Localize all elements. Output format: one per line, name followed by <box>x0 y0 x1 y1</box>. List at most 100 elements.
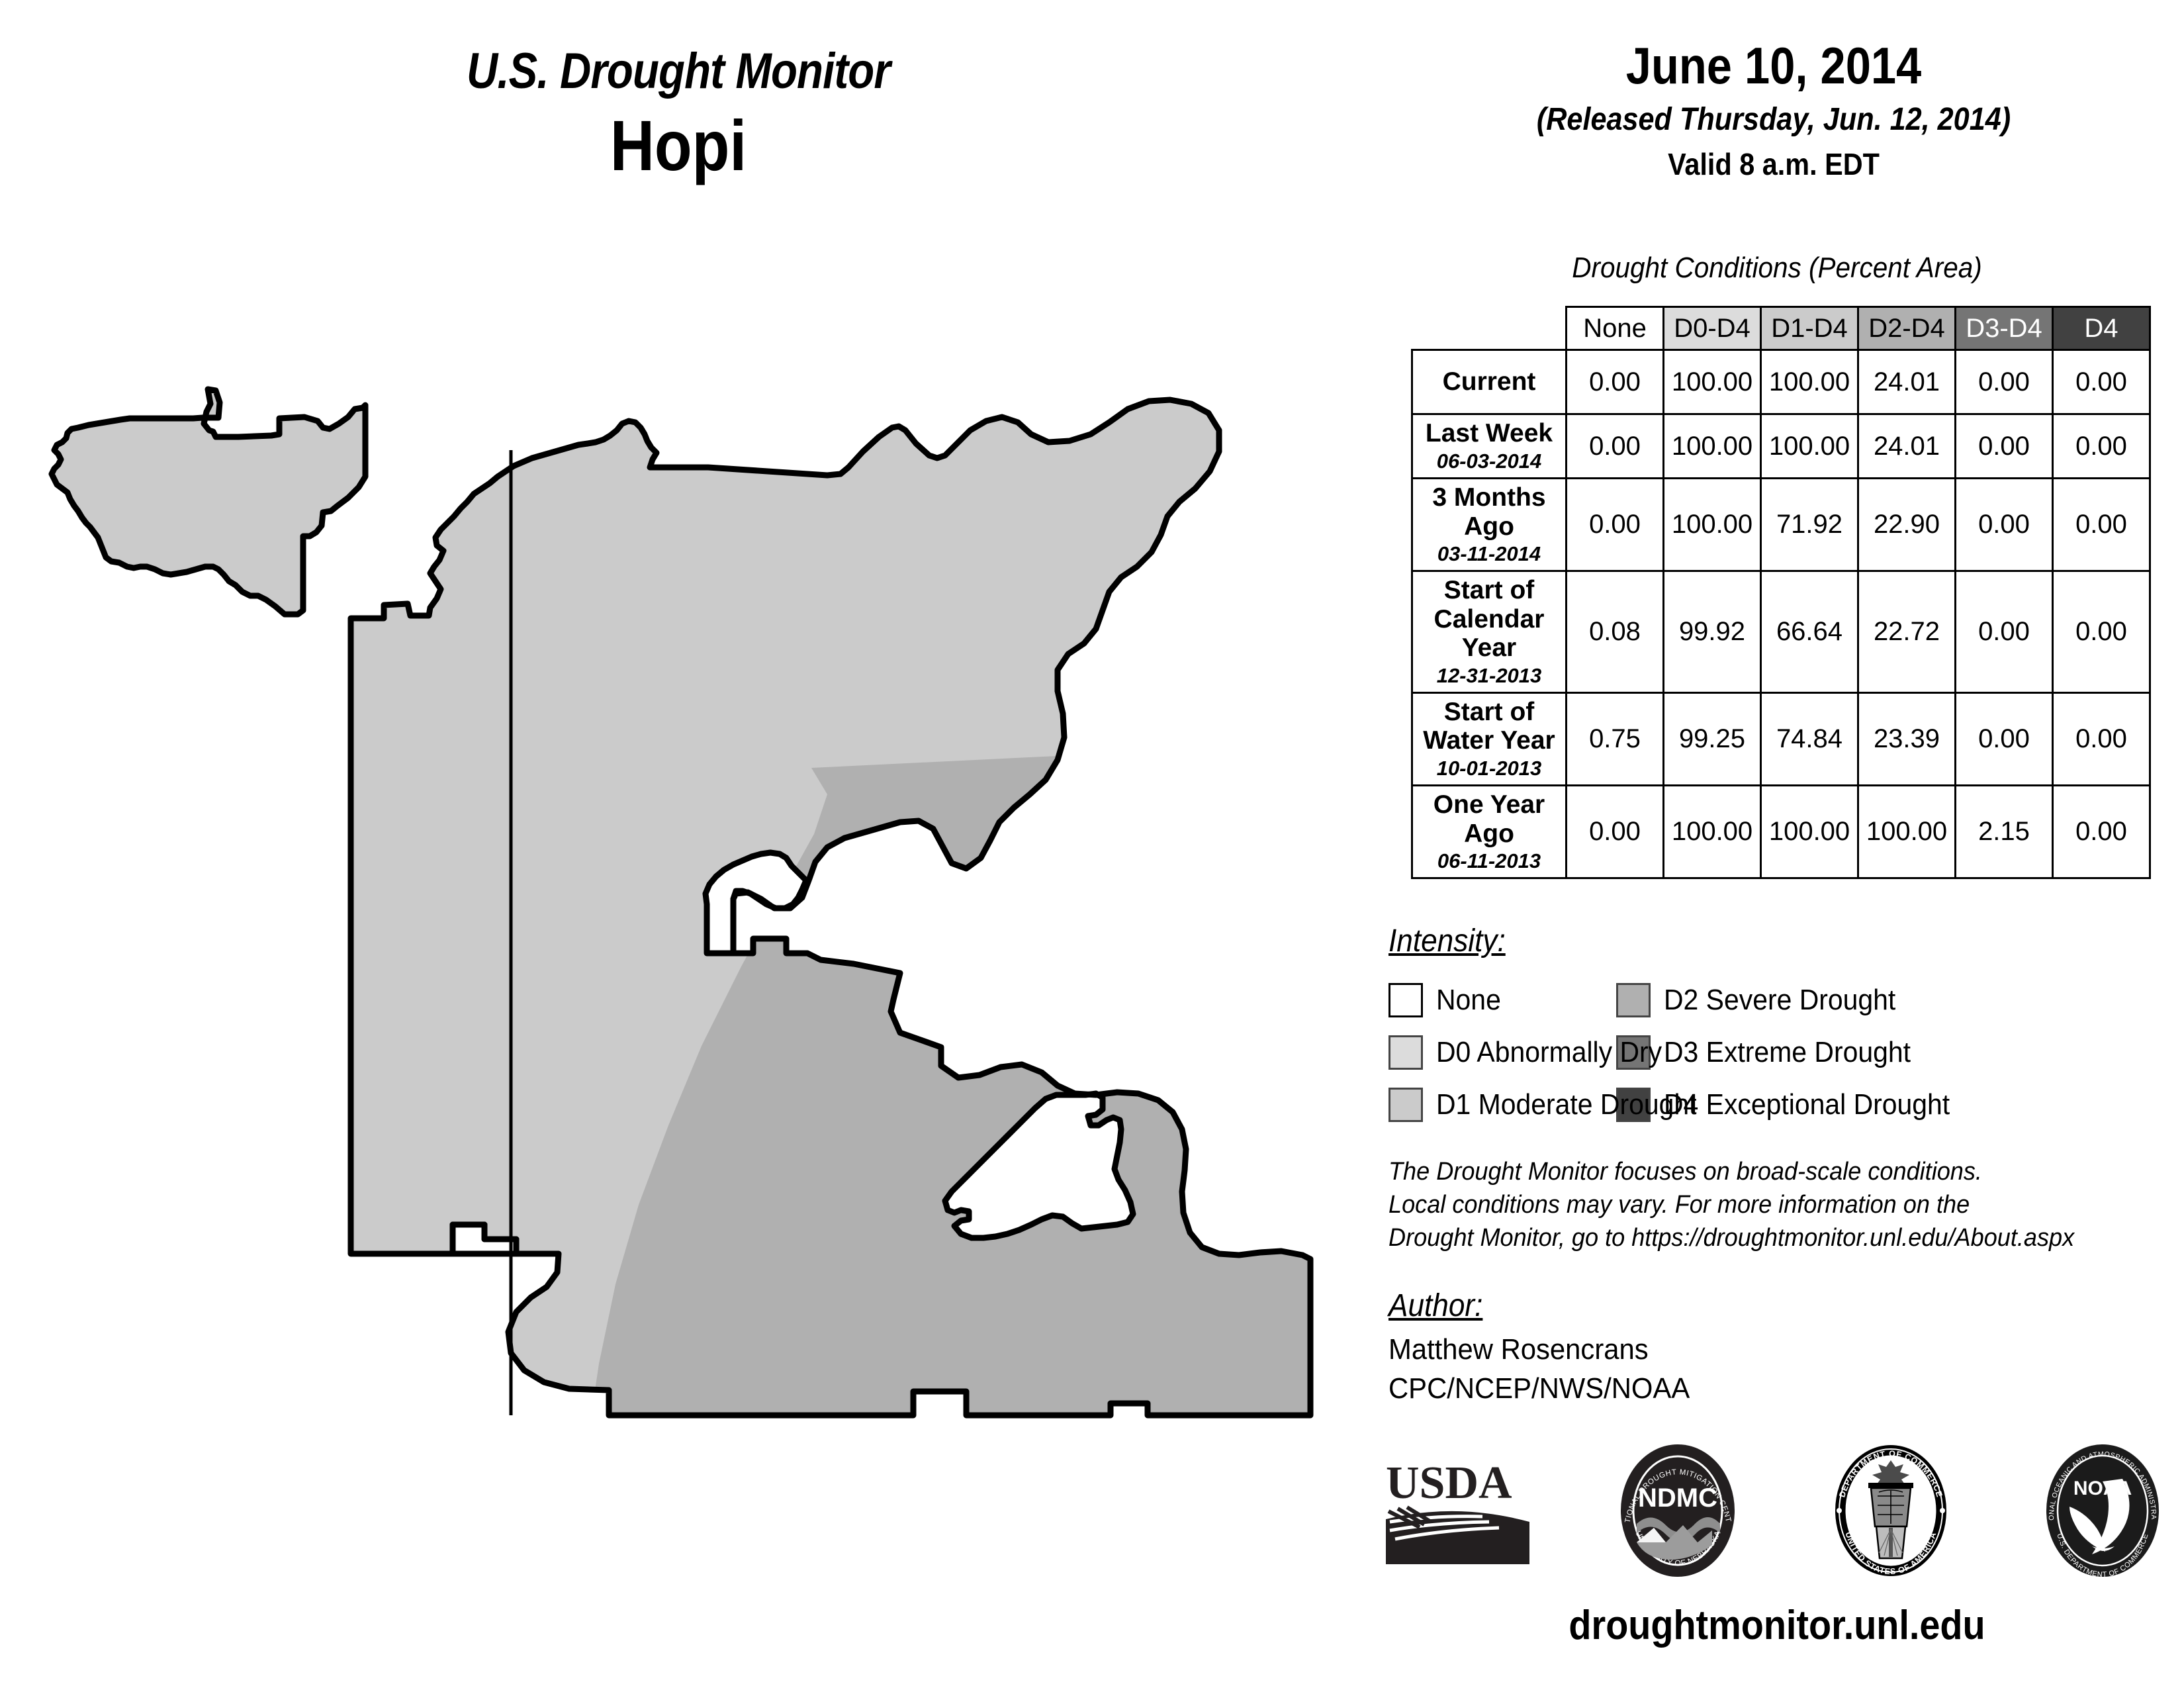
swatch-d4-icon <box>1616 1087 1651 1122</box>
legend-label-d1: D1 Moderate Drought <box>1436 1088 1697 1121</box>
legend-label-d3: D3 Extreme Drought <box>1664 1035 1911 1068</box>
author-details: Matthew Rosencrans CPC/NCEP/NWS/NOAA <box>1388 1331 1690 1409</box>
table-body: Current 0.00 100.00 100.00 24.01 0.00 0.00 Last… <box>1411 349 2151 879</box>
row-label: One Year Ago 06-11-2013 <box>1411 784 1567 879</box>
row-label-date: 12-31-2013 <box>1436 664 1542 688</box>
table-cell-d3-d4: 0.00 <box>1954 349 2054 415</box>
legend-item-d0: D0 Abnormally Dry <box>1388 1026 1662 1078</box>
valid-time: Valid 8 a.m. EDT <box>1668 147 1880 182</box>
map-boundary-outline <box>347 397 1314 1419</box>
table-cell-d2-d4: 24.01 <box>1857 349 1956 415</box>
row-label: 3 Months Ago 03-11-2014 <box>1411 477 1567 573</box>
table-row: Last Week 06-03-2014 0.00 100.00 100.00 24.01… <box>1411 413 2151 479</box>
legend-label-none: None <box>1436 983 1501 1016</box>
legend-item-d1: D1 Moderate Drought <box>1388 1078 1697 1131</box>
swatch-d3-icon <box>1616 1035 1651 1070</box>
column-header-d0-d4: D0-D4 <box>1662 306 1762 351</box>
legend-item-none: None <box>1388 974 1607 1026</box>
table-cell-d0-d4: 99.25 <box>1662 691 1762 786</box>
row-label-date: 10-01-2013 <box>1436 757 1542 780</box>
intensity-legend: Intensity: None D2 Severe Drought D0 Abn… <box>1388 923 2183 1131</box>
noaa-logo: NATIONAL OCEANIC AND ATMOSPHERIC ADMINIS… <box>2032 1437 2171 1582</box>
row-label: Last Week 06-03-2014 <box>1411 413 1567 479</box>
row-label-date: 06-03-2014 <box>1436 449 1542 473</box>
ndmc-logo: NATIONAL DROUGHT MITIGATION CENTER UNIVE… <box>1608 1437 1746 1582</box>
row-label-date: 03-11-2014 <box>1437 542 1541 566</box>
column-header-d3-d4: D3-D4 <box>1954 306 2054 351</box>
author-name: Matthew Rosencrans <box>1388 1333 1649 1366</box>
table-cell-d1-d4: 74.84 <box>1760 691 1859 786</box>
table-cell-none: 0.00 <box>1565 413 1664 479</box>
table-cell-d0-d4: 100.00 <box>1662 477 1762 573</box>
hopi-reservation-map <box>40 371 1357 1496</box>
legend-item-d4: D4 Exceptional Drought <box>1616 1078 2183 1131</box>
table-header-row: None D0-D4 D1-D4 D2-D4 D3-D4 D4 <box>1412 306 2151 351</box>
column-header-d4: D4 <box>2052 306 2151 351</box>
column-header-d1-d4: D1-D4 <box>1760 306 1859 351</box>
author-affiliation: CPC/NCEP/NWS/NOAA <box>1388 1372 1690 1405</box>
table-cell-d0-d4: 100.00 <box>1662 349 1762 415</box>
table-cell-d4: 0.00 <box>2052 413 2151 479</box>
table-cell-none: 0.75 <box>1565 691 1664 786</box>
table-cell-d2-d4: 24.01 <box>1857 413 1956 479</box>
table-cell-d3-d4: 0.00 <box>1954 570 2054 694</box>
table-cell-d2-d4: 23.39 <box>1857 691 1956 786</box>
table-cell-d3-d4: 0.00 <box>1954 691 2054 786</box>
svg-text:USDA: USDA <box>1386 1458 1512 1509</box>
table-cell-d2-d4: 22.72 <box>1857 570 1956 694</box>
table-row: 3 Months Ago 03-11-2014 0.00 100.00 71.92 22.… <box>1411 477 2151 573</box>
released-date: (Released Thursday, Jun. 12, 2014) <box>1536 102 2011 137</box>
area-name-title: Hopi <box>610 105 747 185</box>
table-cell-d4: 0.00 <box>2052 691 2151 786</box>
table-row: One Year Ago 06-11-2013 0.00 100.00 100.00 10… <box>1411 784 2151 879</box>
table-caption: Drought Conditions (Percent Area) <box>1572 252 1982 284</box>
row-label: Start of Calendar Year 12-31-2013 <box>1411 570 1567 694</box>
swatch-d0-icon <box>1388 1035 1423 1070</box>
table-cell-d1-d4: 71.92 <box>1760 477 1859 573</box>
table-cell-none: 0.00 <box>1565 477 1664 573</box>
column-header-d2-d4: D2-D4 <box>1857 306 1956 351</box>
logo-row: USDA NATIONAL DROUGHT MITIGATION CENTER <box>1383 1437 2171 1582</box>
table-cell-none: 0.00 <box>1565 784 1664 879</box>
table-cell-d0-d4: 100.00 <box>1662 784 1762 879</box>
intensity-heading: Intensity: <box>1388 923 1506 959</box>
table-corner-cell <box>1412 307 1567 350</box>
row-label: Current <box>1411 349 1567 415</box>
table-row: Start of Calendar Year 12-31-2013 0.08 99.92… <box>1411 570 2151 694</box>
swatch-d2-icon <box>1616 982 1651 1017</box>
disclaimer-text: The Drought Monitor focuses on broad-sca… <box>1388 1158 2075 1252</box>
svg-text:NDMC: NDMC <box>1638 1483 1717 1513</box>
legend-label-d4: D4 Exceptional Drought <box>1664 1088 1950 1121</box>
table-cell-d4: 0.00 <box>2052 784 2151 879</box>
table-cell-d1-d4: 66.64 <box>1760 570 1859 694</box>
legend-label-d0: D0 Abnormally Dry <box>1436 1035 1662 1068</box>
table-cell-d1-d4: 100.00 <box>1760 784 1859 879</box>
usda-logo: USDA <box>1383 1453 1532 1572</box>
date-header-block: June 10, 2014 (Released Thursday, Jun. 1… <box>1377 40 2171 181</box>
drought-conditions-table: None D0-D4 D1-D4 D2-D4 D3-D4 D4 Current 0… <box>1411 306 2151 879</box>
author-heading: Author: <box>1388 1288 1483 1323</box>
legend-item-d2: D2 Severe Drought <box>1616 974 2183 1026</box>
table-cell-none: 0.00 <box>1565 349 1664 415</box>
map-enclave-southeast-white <box>942 1090 1136 1241</box>
table-cell-d1-d4: 100.00 <box>1760 349 1859 415</box>
row-label: Start of Water Year 10-01-2013 <box>1411 691 1567 786</box>
table-cell-d3-d4: 2.15 <box>1954 784 2054 879</box>
legend-item-d3: D3 Extreme Drought <box>1616 1026 2183 1078</box>
table-row: Current 0.00 100.00 100.00 24.01 0.00 0.00 <box>1411 349 2151 415</box>
table-cell-d1-d4: 100.00 <box>1760 413 1859 479</box>
table-cell-none: 0.08 <box>1565 570 1664 694</box>
page-title: U.S. Drought Monitor <box>467 43 891 99</box>
valid-date: June 10, 2014 <box>1625 36 1922 95</box>
footer-url: droughtmonitor.unl.edu <box>1569 1603 1985 1648</box>
table-cell-d3-d4: 0.00 <box>1954 477 2054 573</box>
map-region-moenkopi-d1 <box>48 386 369 618</box>
row-label-date: 06-11-2013 <box>1437 849 1541 873</box>
table-cell-d2-d4: 100.00 <box>1857 784 1956 879</box>
department-of-commerce-seal: DEPARTMENT OF COMMERCE UNITED STATES OF … <box>1825 1443 1957 1582</box>
swatch-none-icon <box>1388 982 1423 1017</box>
table-cell-d4: 0.00 <box>2052 477 2151 573</box>
table-cell-d0-d4: 99.92 <box>1662 570 1762 694</box>
table-cell-d0-d4: 100.00 <box>1662 413 1762 479</box>
